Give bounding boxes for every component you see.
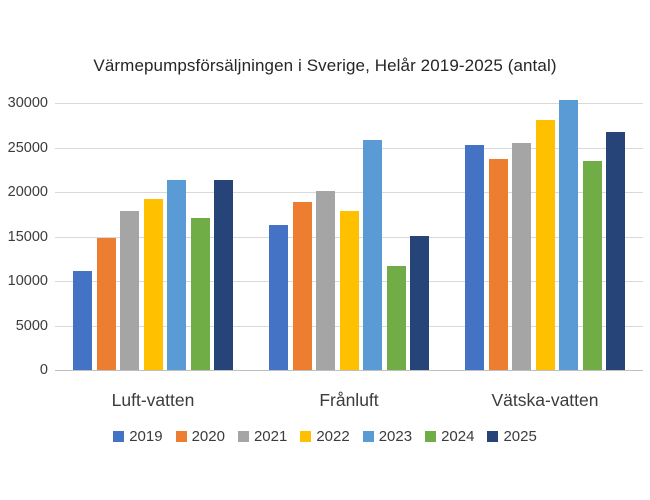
bar-2022 — [339, 210, 359, 370]
bar-2023 — [559, 100, 578, 370]
legend-label: 2020 — [191, 428, 225, 445]
legend-label: 2023 — [378, 428, 413, 445]
bar-2025 — [410, 235, 429, 370]
legend-label: 2022 — [316, 428, 350, 445]
legend-label: 2021 — [253, 428, 288, 445]
legend-swatch-icon — [487, 431, 499, 442]
y-tick-label: 0 — [39, 362, 48, 378]
y-tick-label: 30000 — [7, 95, 48, 111]
bar-2022 — [535, 119, 555, 370]
y-tick-label: 10000 — [7, 273, 48, 289]
bar-2020 — [96, 238, 116, 370]
y-tick-label: 20000 — [7, 184, 48, 200]
bar-2024 — [386, 265, 406, 370]
bar-2020 — [488, 159, 508, 370]
legend-swatch-icon — [300, 431, 312, 442]
bar-group — [55, 103, 251, 370]
legend-label: 2024 — [441, 428, 475, 445]
bar-2023 — [363, 140, 382, 370]
bar-2024 — [190, 217, 210, 370]
bar-2019 — [73, 271, 92, 370]
x-category-label: Vätska-vatten — [491, 390, 599, 410]
x-axis-line — [55, 370, 643, 371]
bar-group — [447, 100, 643, 370]
bar-2024 — [582, 160, 602, 370]
gridline — [55, 147, 643, 149]
gridline — [55, 103, 643, 104]
bar-2020 — [292, 201, 312, 370]
bar-2019 — [269, 224, 288, 370]
y-tick-label: 5000 — [15, 317, 48, 334]
legend-label: 2025 — [503, 428, 537, 445]
y-tick-label: 15000 — [7, 228, 48, 245]
legend-swatch-icon — [175, 431, 187, 442]
legend-item: 2020 — [175, 428, 225, 445]
legend-item: 2023 — [362, 428, 413, 445]
legend-swatch-icon — [237, 431, 249, 442]
x-category-label: Luft-vatten — [111, 390, 195, 410]
legend: 2019 2020 2021 2022 2023 2024 2025 — [0, 428, 650, 445]
legend-item: 2022 — [300, 428, 350, 445]
bar-2021 — [512, 143, 531, 370]
legend-item: 2025 — [487, 428, 537, 445]
bar-groups — [55, 100, 643, 370]
bar-2025 — [214, 180, 233, 370]
bar-2022 — [143, 199, 163, 370]
legend-item: 2019 — [113, 428, 163, 445]
bar-group — [251, 103, 447, 370]
legend-swatch-icon — [425, 431, 437, 442]
bar-2021 — [316, 191, 335, 370]
y-tick-label: 25000 — [7, 139, 48, 156]
legend-item: 2024 — [425, 428, 474, 445]
legend-swatch-icon — [113, 431, 125, 442]
bar-2023 — [167, 179, 186, 370]
bar-2025 — [606, 132, 625, 370]
x-axis: Luft-vatten Frånluft Vätska-vatten — [55, 390, 643, 411]
legend-label: 2019 — [129, 428, 163, 445]
bar-2019 — [465, 144, 484, 370]
y-axis: 0 5000 10000 15000 20000 25000 30000 — [0, 95, 48, 378]
legend-item: 2021 — [237, 428, 288, 445]
gridline — [55, 192, 643, 193]
x-category-label: Frånluft — [319, 390, 379, 410]
chart-title: Värmepumpsförsäljningen i Sverige, Helår… — [93, 56, 557, 75]
legend-swatch-icon — [362, 431, 374, 442]
bar-2021 — [120, 210, 139, 370]
